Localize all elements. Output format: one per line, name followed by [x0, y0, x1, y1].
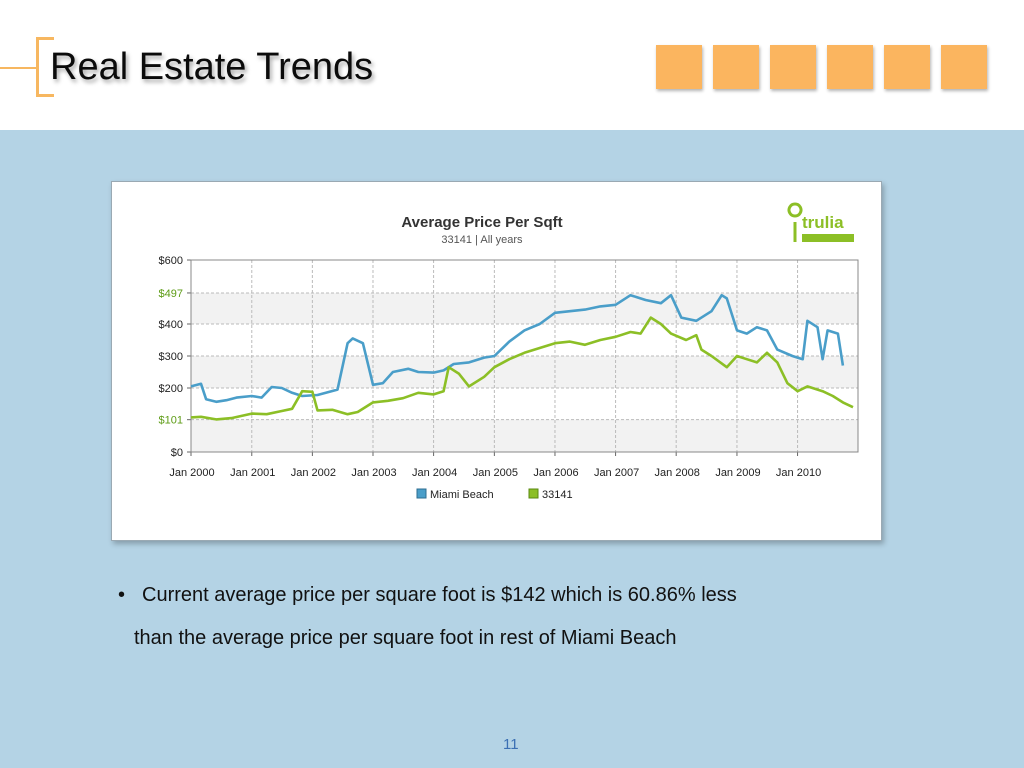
bullet-text-line-2: than the average price per square foot i…: [134, 627, 677, 649]
x-tick-label: Jan 2002: [291, 467, 336, 479]
x-tick-label: Jan 2003: [351, 467, 396, 479]
x-tick-label: Jan 2006: [533, 467, 578, 479]
y-tick-label: $200: [159, 383, 183, 395]
x-tick-label: Jan 2000: [169, 467, 214, 479]
decorative-square: [770, 45, 816, 89]
series-line-miami-beach: [190, 293, 845, 404]
price-chart: Average Price Per Sqft 33141 | All years…: [159, 202, 859, 501]
y-tick-label: $300: [159, 351, 183, 363]
bullet-marker: •: [118, 584, 126, 606]
decorative-square: [656, 45, 702, 89]
y-tick-label: $400: [159, 319, 183, 331]
slide-title: Real Estate Trends: [50, 46, 374, 88]
chart-subtitle: 33141 | All years: [441, 234, 523, 246]
chart-title: Average Price Per Sqft: [401, 214, 562, 231]
bullet-text-line-1: Current average price per square foot is…: [142, 584, 737, 606]
trulia-logo-bar: [802, 234, 854, 242]
slide-header: Real Estate Trends: [0, 0, 1024, 130]
x-tick-label: Jan 2009: [715, 467, 760, 479]
y-tick-label: $497: [159, 288, 183, 300]
trulia-logo-icon: [787, 202, 803, 242]
legend-swatch-33141: [528, 488, 539, 499]
y-tick-label: $0: [171, 447, 183, 459]
decorative-square: [941, 45, 987, 89]
x-tick-label: Jan 2007: [594, 467, 639, 479]
x-tick-label: Jan 2001: [230, 467, 275, 479]
decorative-square: [827, 45, 873, 89]
legend-label-33141: 33141: [542, 489, 573, 501]
plot-band: [191, 356, 858, 388]
trulia-logo: trulia: [787, 202, 854, 242]
plot-band: [191, 292, 858, 324]
plot-band: [191, 419, 858, 452]
page-number: 11: [503, 736, 519, 753]
legend-swatch-miami-beach: [416, 488, 427, 499]
x-tick-label: Jan 2008: [655, 467, 700, 479]
y-tick-label: $101: [159, 415, 183, 427]
x-tick-label: Jan 2005: [473, 467, 518, 479]
x-tick-label: Jan 2004: [412, 467, 457, 479]
y-tick-label: $600: [159, 255, 183, 267]
plot-area: $0 $101 $200 $300 $400 $497 $600 Jan 2000 Jan 20…: [159, 255, 859, 479]
decorative-square: [713, 45, 759, 89]
accent-line: [0, 67, 38, 69]
decorative-squares: [656, 45, 987, 89]
x-tick-label: Jan 2010: [776, 467, 821, 479]
legend-label-miami-beach: Miami Beach: [430, 489, 494, 501]
decorative-square: [884, 45, 930, 89]
title-bracket: [36, 37, 54, 97]
plot-border: [190, 259, 859, 453]
series-line-33141: [190, 316, 854, 421]
trulia-logo-text: trulia: [802, 213, 844, 232]
chart-legend: Miami Beach 33141: [416, 488, 573, 501]
chart-frame: Average Price Per Sqft 33141 | All years…: [111, 181, 882, 541]
